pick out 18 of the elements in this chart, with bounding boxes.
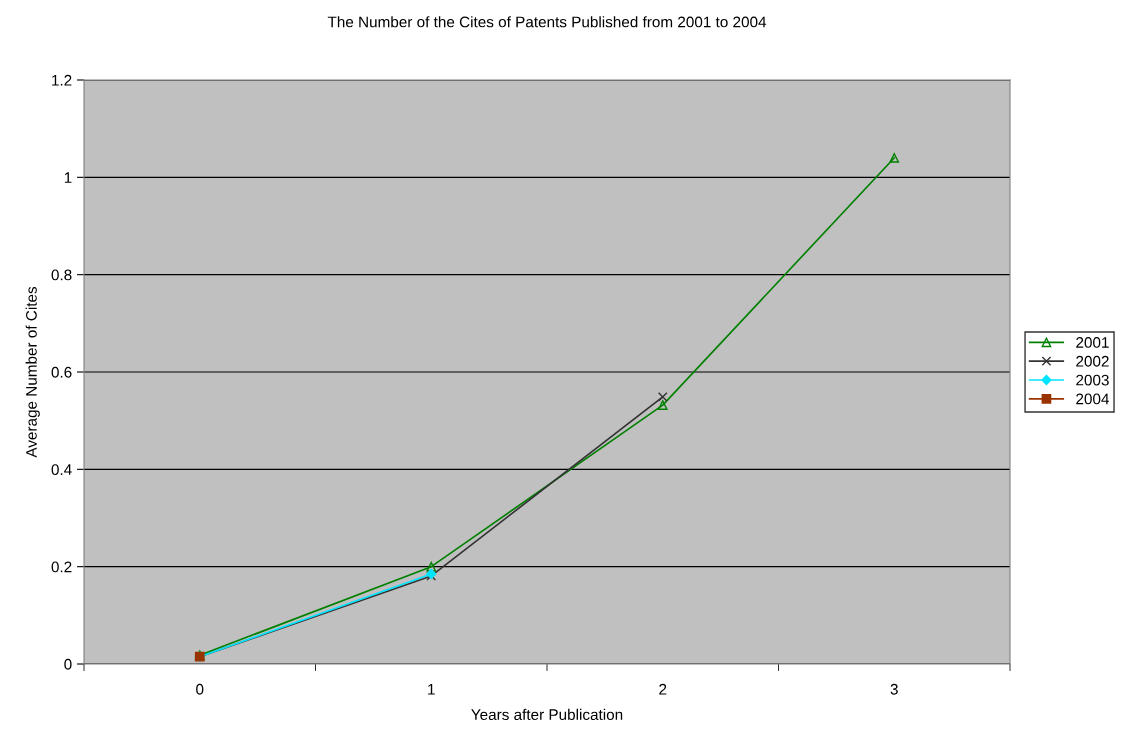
x-axis-title: Years after Publication [471, 708, 623, 721]
y-tick-label: 1.2 [52, 74, 72, 86]
x-tick-label: 1 [428, 684, 435, 695]
legend-label: 2002 [1076, 355, 1109, 367]
legend-label: 2001 [1076, 337, 1109, 348]
y-tick-label: 0.4 [51, 464, 72, 476]
y-tick-label: 0.2 [51, 561, 72, 573]
legend-label: 2004 [1076, 393, 1109, 405]
x-tick-label: 2 [659, 683, 667, 695]
y-axis-title: Average Number of Cites [25, 286, 40, 458]
y-tick-label: 0.6 [51, 366, 72, 378]
legend-label: 2003 [1076, 374, 1109, 386]
y-tick-label: 1 [64, 172, 72, 183]
x-tick-label: 3 [890, 683, 898, 695]
chart-title: The Number of the Cites of Patents Published from 2001 to 2004 [327, 16, 767, 28]
y-tick-label: 0.8 [51, 269, 72, 281]
y-tick-label: 0 [64, 658, 72, 670]
x-tick-label: 0 [196, 683, 204, 695]
